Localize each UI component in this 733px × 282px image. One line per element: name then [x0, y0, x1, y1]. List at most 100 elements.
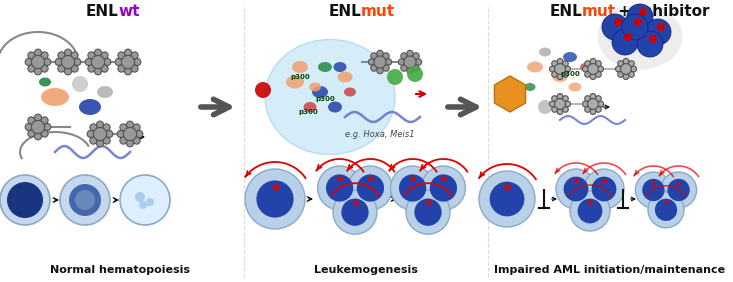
Circle shape: [383, 65, 389, 71]
Circle shape: [595, 61, 601, 67]
Circle shape: [34, 68, 42, 75]
Circle shape: [103, 137, 110, 144]
Circle shape: [377, 67, 383, 74]
Circle shape: [257, 180, 294, 218]
Circle shape: [74, 58, 81, 65]
Circle shape: [34, 49, 42, 56]
Circle shape: [127, 121, 133, 128]
Circle shape: [642, 179, 665, 201]
Text: ★: ★: [269, 180, 281, 195]
Text: ★: ★: [501, 182, 512, 195]
Circle shape: [585, 96, 591, 102]
Text: Impaired AML initiation/maintenance: Impaired AML initiation/maintenance: [495, 265, 726, 275]
Ellipse shape: [292, 61, 308, 73]
Circle shape: [357, 174, 384, 202]
Circle shape: [97, 121, 103, 128]
Text: p300: p300: [315, 96, 335, 102]
Ellipse shape: [563, 52, 577, 62]
Ellipse shape: [312, 86, 328, 98]
Circle shape: [401, 65, 408, 71]
Text: Normal hematopoiesis: Normal hematopoiesis: [50, 265, 190, 275]
Ellipse shape: [303, 102, 317, 112]
Circle shape: [570, 191, 610, 231]
Circle shape: [25, 58, 32, 65]
Ellipse shape: [79, 99, 101, 115]
Circle shape: [421, 166, 465, 210]
Circle shape: [407, 66, 423, 82]
Circle shape: [72, 76, 88, 92]
Circle shape: [621, 64, 631, 74]
Circle shape: [614, 18, 622, 26]
Circle shape: [60, 175, 110, 225]
Circle shape: [598, 66, 603, 72]
Text: ★: ★: [365, 175, 375, 185]
Circle shape: [555, 64, 565, 74]
Circle shape: [639, 8, 647, 16]
Circle shape: [590, 93, 596, 99]
Ellipse shape: [265, 39, 395, 155]
Circle shape: [623, 58, 629, 64]
Circle shape: [399, 174, 427, 202]
Circle shape: [628, 72, 634, 77]
Circle shape: [136, 131, 143, 138]
Ellipse shape: [569, 83, 581, 91]
Text: ★: ★: [675, 179, 682, 188]
Circle shape: [32, 55, 45, 69]
Circle shape: [430, 174, 457, 202]
Circle shape: [25, 124, 32, 131]
Circle shape: [585, 72, 591, 77]
Circle shape: [631, 66, 636, 72]
Circle shape: [578, 199, 603, 223]
Circle shape: [245, 169, 305, 229]
Text: ENL: ENL: [328, 5, 361, 19]
Text: ★: ★: [334, 175, 345, 185]
Circle shape: [585, 61, 591, 67]
Circle shape: [101, 65, 108, 72]
Circle shape: [618, 72, 624, 77]
Circle shape: [123, 127, 136, 141]
Text: Leukemogenesis: Leukemogenesis: [314, 265, 418, 275]
Text: p300: p300: [290, 74, 310, 80]
Circle shape: [552, 96, 558, 102]
Circle shape: [117, 131, 124, 138]
Text: ★: ★: [649, 179, 658, 188]
Circle shape: [637, 31, 663, 57]
Circle shape: [407, 67, 413, 74]
Circle shape: [557, 93, 563, 99]
Circle shape: [44, 124, 51, 131]
Circle shape: [118, 52, 125, 59]
Circle shape: [655, 199, 677, 221]
Circle shape: [317, 166, 361, 210]
Circle shape: [71, 65, 78, 72]
Circle shape: [41, 130, 48, 137]
Ellipse shape: [309, 83, 321, 91]
Circle shape: [648, 192, 684, 228]
Text: wt: wt: [118, 5, 139, 19]
Circle shape: [0, 175, 50, 225]
Circle shape: [657, 23, 665, 31]
Circle shape: [636, 172, 671, 208]
Circle shape: [90, 137, 97, 144]
Ellipse shape: [97, 86, 113, 98]
Circle shape: [588, 64, 598, 74]
Circle shape: [562, 61, 568, 67]
Circle shape: [598, 101, 603, 107]
Circle shape: [413, 65, 419, 71]
Text: e.g. Hoxa, Meis1: e.g. Hoxa, Meis1: [345, 130, 415, 139]
Circle shape: [97, 140, 103, 147]
Circle shape: [564, 66, 570, 72]
Text: p300: p300: [560, 71, 580, 77]
Circle shape: [87, 131, 94, 138]
Circle shape: [71, 52, 78, 59]
Circle shape: [125, 68, 131, 75]
Circle shape: [133, 124, 140, 131]
Circle shape: [585, 107, 591, 112]
Circle shape: [88, 52, 95, 59]
Circle shape: [398, 59, 405, 65]
Circle shape: [69, 184, 101, 216]
Circle shape: [592, 177, 616, 201]
Circle shape: [120, 124, 127, 131]
Circle shape: [92, 55, 105, 69]
Circle shape: [562, 107, 568, 112]
Circle shape: [618, 61, 624, 67]
